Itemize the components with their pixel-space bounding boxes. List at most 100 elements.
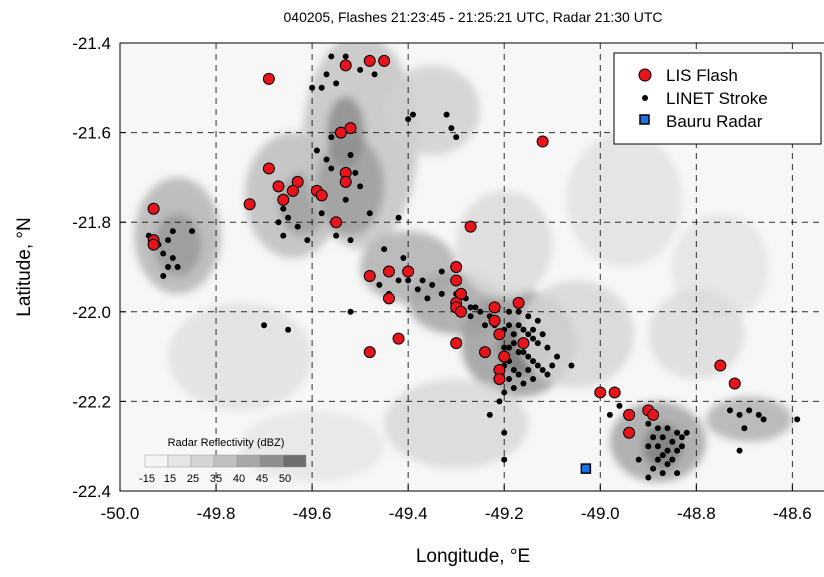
lis-flash-point: [536, 135, 549, 148]
linet-stroke-point: [510, 331, 517, 338]
linet-stroke-point: [405, 116, 412, 123]
linet-stroke-point: [736, 411, 743, 418]
lis-flash-point: [714, 359, 727, 372]
radar-cell-14: [384, 65, 481, 155]
radar-cell-19: [566, 132, 682, 267]
reflectivity-swatches: [144, 454, 307, 468]
lis-flash-point: [330, 216, 343, 229]
linet-stroke-point: [554, 353, 561, 360]
lis-flash-point: [498, 350, 511, 363]
legend-box: [613, 52, 822, 145]
lis-flash-point: [382, 292, 395, 305]
linet-stroke-point: [755, 411, 762, 418]
linet-stroke-point: [654, 425, 661, 432]
linet-stroke-point: [726, 407, 733, 414]
legend-label-linet-stroke: LINET Stroke: [666, 89, 768, 108]
lis-flash-point: [450, 337, 463, 350]
linet-stroke-point: [650, 434, 657, 441]
lis-flash-point: [493, 373, 506, 385]
lis-flash-point: [464, 220, 477, 233]
linet-stroke-point: [376, 281, 383, 288]
linet-stroke-point: [746, 407, 753, 414]
x-tick-label: -48.6: [773, 504, 812, 523]
linet-stroke-point: [510, 340, 517, 347]
lis-flash-point: [315, 189, 328, 202]
linet-stroke-point: [333, 232, 340, 239]
y-tick-label: -21.4: [72, 34, 111, 53]
linet-stroke-point: [275, 219, 282, 226]
x-tick-label: -49.2: [485, 504, 524, 523]
y-tick-label: -21.8: [72, 213, 111, 232]
reflectivity-swatch-1: [167, 454, 192, 468]
lis-flash-point: [450, 274, 463, 287]
reflectivity-swatch-0: [144, 454, 169, 468]
lis-flash-point: [493, 328, 506, 341]
linet-stroke-point: [654, 456, 661, 463]
linet-stroke-point: [525, 313, 532, 320]
reflectivity-legend-title: Radar Reflectivity (dBZ): [168, 437, 285, 449]
linet-stroke-point: [419, 277, 426, 284]
linet-stroke-point: [395, 214, 402, 221]
linet-stroke-point: [486, 411, 493, 418]
x-tick-label: -49.6: [293, 504, 332, 523]
x-tick-label: -49.4: [389, 504, 428, 523]
lis-flash-point: [363, 346, 376, 359]
reflectivity-labels: -15 15 25 35 40 45 50: [139, 473, 291, 485]
linet-stroke-point: [342, 53, 349, 60]
linet-stroke-point: [664, 447, 671, 454]
linet-stroke-point: [645, 420, 652, 427]
radar-reflectivity-field: [134, 43, 793, 483]
linet-stroke-point: [544, 344, 551, 351]
lis-flash-point: [262, 162, 275, 175]
linet-stroke-point: [539, 331, 546, 338]
linet-stroke-point: [650, 465, 657, 472]
linet-stroke-point: [477, 308, 484, 315]
linet-stroke-point: [448, 125, 455, 132]
linet-stroke-point: [669, 456, 676, 463]
linet-stroke-point: [506, 376, 513, 382]
linet-stroke-point: [525, 353, 532, 360]
lis-flash-point: [363, 269, 376, 282]
linet-stroke-point: [741, 425, 748, 432]
linet-stroke-point: [674, 447, 681, 454]
linet-stroke-point: [366, 210, 373, 217]
lis-flash-point: [623, 408, 636, 421]
linet-stroke-point: [409, 111, 416, 118]
lis-flash-point: [147, 202, 160, 215]
linet-stroke-point: [664, 425, 671, 432]
linet-stroke-point: [501, 389, 508, 396]
lis-flash-point: [272, 180, 285, 193]
reflectivity-label-6: 50: [279, 473, 291, 485]
linet-stroke-point: [510, 367, 517, 374]
radar-cell-13: [705, 396, 793, 442]
linet-stroke-point: [165, 264, 172, 270]
linet-stroke-point: [794, 416, 801, 423]
linet-stroke-point: [544, 371, 551, 378]
reflectivity-label-3: 35: [210, 473, 222, 485]
linet-stroke-point: [674, 470, 681, 477]
legend-label-lis-flash: LIS Flash: [666, 66, 738, 85]
linet-stroke-point: [520, 326, 527, 333]
linet-stroke-point: [525, 331, 532, 338]
radar-cell-1: [153, 213, 202, 276]
linet-stroke-point: [515, 349, 522, 356]
linet-stroke-point: [496, 398, 503, 405]
linet-stroke-point: [520, 380, 527, 387]
chart-title: 040205, Flashes 21:23:45 - 21:25:21 UTC,…: [284, 9, 663, 25]
linet-stroke-point: [318, 210, 325, 217]
linet-stroke-point: [616, 402, 623, 409]
lis-flash-point: [339, 175, 352, 188]
reflectivity-swatch-6: [282, 454, 307, 468]
linet-stroke-point: [160, 272, 167, 279]
linet-stroke-point: [669, 438, 676, 445]
lis-flash-point: [277, 193, 290, 206]
x-tick-label: -50.0: [101, 504, 140, 523]
linet-stroke-point: [506, 344, 513, 351]
linet-stroke-point: [467, 304, 474, 311]
linet-stroke-point: [169, 228, 176, 235]
lis-flash-point: [339, 59, 352, 72]
reflectivity-swatch-5: [259, 454, 284, 468]
lis-flash-point: [147, 238, 160, 251]
linet-stroke-point: [400, 255, 407, 262]
